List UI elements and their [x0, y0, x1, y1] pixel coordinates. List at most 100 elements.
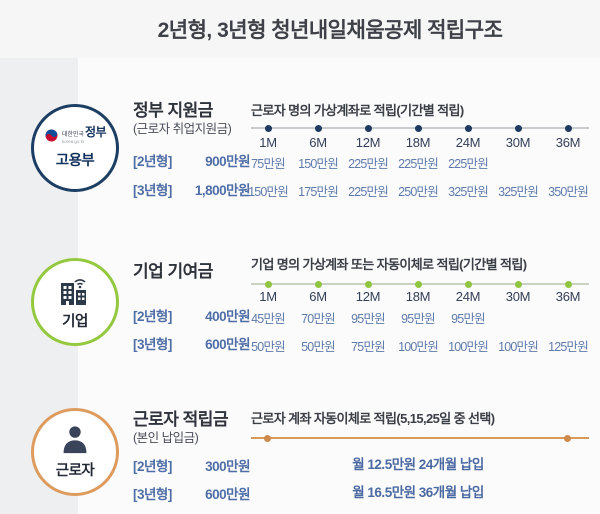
government-timeline [243, 120, 593, 136]
value [493, 153, 543, 172]
type-label: [3년형] [133, 183, 172, 198]
amount: 600만원 [205, 337, 250, 352]
government-total-2yr: [2년형] 900만원 [133, 150, 250, 170]
worker-timeline-caption: 근로자 계좌 자동이체로 적립(5,15,25일 중 선택) [251, 411, 495, 426]
timeline-dot [264, 124, 272, 132]
value: 95만원 [401, 312, 436, 326]
company-values-2yr: 45만원 70만원 95만원 95만원 95만원 [243, 308, 593, 327]
value: 225만원 [348, 157, 389, 171]
page-title: 2년형, 3년형 청년내일채움공제 적립구조 [157, 19, 503, 42]
month-label: 18M [405, 135, 431, 150]
amount: 1,800만원 [194, 183, 251, 198]
value: 70만원 [301, 312, 336, 326]
government-heading: 정부 지원금 [133, 101, 213, 120]
amount: 400만원 [205, 309, 250, 324]
value: 45만원 [251, 312, 286, 326]
month-label: 1M [259, 289, 277, 304]
value: 225만원 [398, 157, 439, 171]
timeline-dot [314, 124, 322, 132]
worker-payment-3yr: 월 16.5만원 36개월 납입 [352, 485, 484, 500]
amount: 600만원 [205, 487, 250, 502]
value [543, 153, 593, 172]
value: 100만원 [498, 340, 539, 354]
government-values-2yr: 75만원 150만원 225만원 225만원 225만원 [243, 153, 593, 172]
month-label: 36M [555, 135, 581, 150]
timeline-line [251, 437, 589, 439]
person-icon [63, 425, 87, 453]
timeline-dot [264, 280, 272, 288]
month-label: 6M [309, 135, 327, 150]
worker-subheading: (본인 납입금) [133, 431, 199, 445]
logo-text-small: 대한민국 [61, 132, 84, 139]
month-label: 24M [455, 135, 481, 150]
timeline-dot [514, 280, 522, 288]
korea-government-logo: 대한민국 정부 korea.go.kr [44, 125, 107, 144]
logo-caption: korea.go.kr [61, 138, 85, 144]
value [493, 308, 543, 327]
company-timeline-caption: 기업 명의 가상계좌 또는 자동이체로 적립(기간별 적립) [251, 257, 527, 272]
government-values-3yr: 150만원 175만원 225만원 250만원 325만원 325만원 350만… [243, 181, 593, 200]
worker-total-3yr: [3년형] 600만원 [133, 483, 250, 503]
worker-payment-2yr: 월 12.5만원 24개월 납입 [352, 457, 484, 472]
company-circle: 기업 [31, 258, 119, 346]
timeline-dot [364, 280, 372, 288]
month-label: 12M [355, 135, 381, 150]
worker-circle-label: 근로자 [55, 462, 95, 479]
value: 95만원 [351, 312, 386, 326]
value [543, 308, 593, 327]
type-label: [3년형] [133, 487, 172, 502]
timeline-dot [514, 124, 522, 132]
worker-circle: 근로자 [31, 408, 119, 496]
timeline-dots [243, 276, 593, 292]
value: 325만원 [448, 185, 489, 199]
timeline-dot [564, 280, 572, 288]
type-label: [2년형] [133, 154, 172, 169]
value: 225만원 [348, 185, 389, 199]
timeline-dot [464, 124, 472, 132]
company-month-labels: 1M 6M 12M 18M 24M 30M 36M [243, 289, 593, 304]
timeline-dots [243, 120, 593, 136]
company-values-3yr: 50만원 50만원 75만원 100만원 100만원 100만원 125만원 [243, 336, 593, 355]
month-label: 6M [309, 289, 327, 304]
government-total-3yr: [3년형] 1,800만원 [133, 179, 251, 199]
value: 150만원 [298, 157, 339, 171]
value: 150만원 [248, 185, 289, 199]
government-logo-text: 대한민국 정부 korea.go.kr [61, 125, 107, 144]
value: 75만원 [251, 157, 286, 171]
value: 350만원 [548, 185, 589, 199]
worker-timeline [243, 430, 593, 446]
timeline-dot [264, 434, 271, 442]
building-icon [61, 278, 86, 305]
government-month-labels: 1M 6M 12M 18M 24M 30M 36M [243, 135, 593, 150]
worker-heading: 근로자 적립금 [133, 410, 229, 429]
value: 125만원 [548, 340, 589, 354]
month-label: 24M [455, 289, 481, 304]
timeline-dot [464, 280, 472, 288]
amount: 300만원 [205, 459, 250, 474]
value: 75만원 [351, 340, 386, 354]
government-circle-label: 고용부 [55, 152, 95, 169]
type-label: [2년형] [133, 309, 172, 324]
government-timeline-caption: 근로자 명의 가상계좌로 적립(기간별 적립) [251, 103, 464, 118]
value: 325만원 [498, 185, 539, 199]
company-circle-label: 기업 [62, 313, 88, 330]
month-label: 30M [505, 289, 531, 304]
value: 175만원 [298, 185, 339, 199]
logo-text-big: 정부 [85, 125, 107, 140]
type-label: [2년형] [133, 459, 172, 474]
value: 100만원 [398, 340, 439, 354]
value: 250만원 [398, 185, 439, 199]
value: 225만원 [448, 157, 489, 171]
taegeuk-icon [45, 129, 58, 142]
amount: 900만원 [205, 154, 250, 169]
value: 100만원 [448, 340, 489, 354]
month-label: 30M [505, 135, 531, 150]
company-timeline [243, 276, 593, 292]
company-heading: 기업 기여금 [133, 262, 213, 281]
timeline-dot [564, 434, 571, 442]
timeline-dot [364, 124, 372, 132]
worker-total-2yr: [2년형] 300만원 [133, 455, 250, 475]
government-subheading: (근로자 취업지원금) [133, 122, 232, 136]
type-label: [3년형] [133, 337, 172, 352]
